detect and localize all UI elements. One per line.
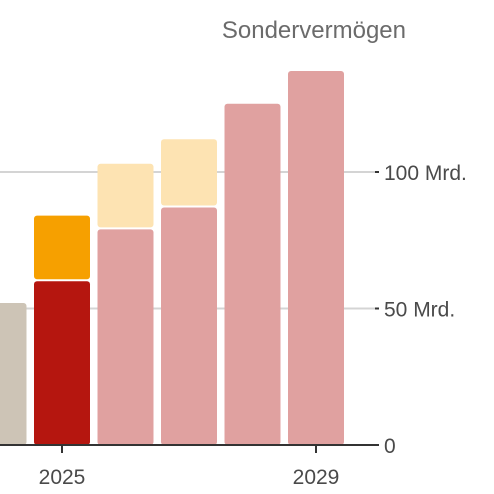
bar-segment-top xyxy=(34,215,90,280)
x-tick-label: 2029 xyxy=(293,466,340,489)
bars xyxy=(0,70,344,446)
x-ticks: 2025 2029 xyxy=(39,445,340,489)
y-tick-label: 50 Mrd. xyxy=(384,299,455,322)
bar-segment-top xyxy=(97,163,154,228)
y-ticks: 0 50 Mrd. 100 Mrd. xyxy=(375,162,467,458)
bar xyxy=(288,70,344,446)
chart-title: Sondervermögen xyxy=(222,17,406,44)
bar xyxy=(34,281,90,445)
y-tick-label: 0 xyxy=(384,435,396,458)
bar xyxy=(0,303,27,445)
bar xyxy=(97,229,154,445)
bar-segment-top xyxy=(161,139,217,206)
x-tick-label: 2025 xyxy=(39,466,86,489)
bar xyxy=(161,207,217,445)
y-tick-label: 100 Mrd. xyxy=(384,162,467,185)
bar xyxy=(224,103,281,445)
